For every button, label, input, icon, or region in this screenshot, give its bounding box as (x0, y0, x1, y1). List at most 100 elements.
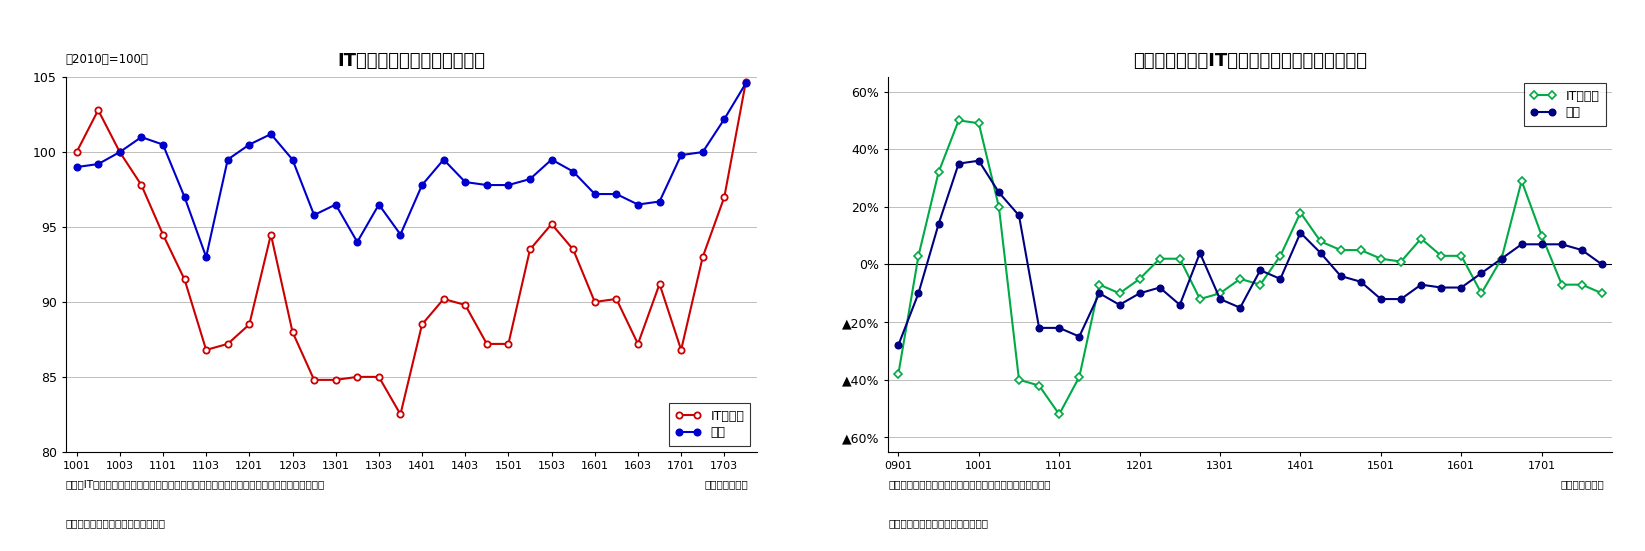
IT関連財 (67, 149, 87, 155)
全体 (1351, 278, 1370, 285)
IT関連財 (541, 221, 561, 228)
IT関連財 (174, 276, 194, 283)
IT関連財 (650, 280, 670, 287)
全体 (1451, 284, 1471, 291)
IT関連財 (456, 301, 475, 308)
全体 (520, 176, 540, 182)
IT関連財 (520, 246, 540, 253)
全体 (650, 198, 670, 205)
全体 (1110, 301, 1130, 308)
全体 (434, 156, 454, 163)
全体 (1211, 296, 1230, 302)
IT関連財 (1551, 282, 1571, 288)
全体 (89, 161, 109, 168)
IT関連財 (1189, 296, 1209, 302)
全体 (456, 179, 475, 185)
全体 (628, 201, 648, 208)
全体 (1512, 241, 1531, 247)
全体 (283, 156, 303, 163)
IT関連財 (1331, 247, 1351, 253)
IT関連財 (929, 169, 949, 176)
Text: （資料）経済産業省「鉱工業指数」: （資料）経済産業省「鉱工業指数」 (888, 518, 989, 528)
IT関連財 (1030, 382, 1050, 389)
IT関連財 (1451, 252, 1471, 259)
IT関連財 (1230, 276, 1250, 282)
IT関連財 (628, 341, 648, 347)
IT関連財 (1050, 411, 1069, 418)
IT関連財 (1170, 256, 1189, 262)
IT関連財 (607, 296, 627, 302)
全体 (217, 156, 237, 163)
IT関連財 (563, 246, 582, 253)
全体 (949, 160, 969, 167)
IT関連財 (1411, 235, 1431, 242)
IT関連財 (1531, 233, 1551, 239)
IT関連財 (1311, 238, 1331, 245)
IT関連財 (240, 321, 260, 328)
IT関連財 (1291, 209, 1311, 216)
IT関連財 (498, 341, 518, 347)
IT関連財 (413, 321, 433, 328)
IT関連財 (1069, 374, 1089, 380)
全体 (1189, 250, 1209, 256)
Title: 急速に悪化したIT関連財の出荷・在庫バランス: 急速に悪化したIT関連財の出荷・在庫バランス (1133, 52, 1367, 70)
Line: 全体: 全体 (895, 158, 1606, 348)
IT関連財 (1370, 256, 1390, 262)
全体 (989, 189, 1008, 196)
Legend: IT関連財, 全体: IT関連財, 全体 (1525, 83, 1606, 126)
Text: （2010年=100）: （2010年=100） (66, 53, 148, 66)
IT関連財 (1431, 252, 1451, 259)
IT関連財 (110, 149, 130, 155)
IT関連財 (1150, 256, 1170, 262)
IT関連財 (1512, 177, 1531, 184)
IT関連財 (1211, 290, 1230, 296)
IT関連財 (196, 347, 215, 353)
全体 (347, 239, 367, 245)
全体 (1150, 284, 1170, 291)
全体 (1050, 325, 1069, 331)
全体 (1573, 247, 1592, 253)
全体 (413, 182, 433, 188)
Title: IT関連財の増産ペースは鱈化: IT関連財の増産ペースは鱈化 (337, 52, 485, 70)
IT関連財 (989, 203, 1008, 210)
IT関連財 (153, 231, 173, 238)
全体 (498, 182, 518, 188)
IT関連財 (89, 107, 109, 114)
IT関連財 (1592, 290, 1612, 296)
IT関連財 (434, 296, 454, 302)
全体 (1270, 276, 1290, 282)
全体 (1411, 282, 1431, 288)
IT関連財 (1351, 247, 1370, 253)
IT関連財 (969, 120, 989, 127)
Text: （年・四半期）: （年・四半期） (704, 479, 748, 489)
全体 (110, 149, 130, 155)
Text: （注）出荷・在庫バランス＝出荷・前年比－在庫・前年比: （注）出荷・在庫バランス＝出荷・前年比－在庫・前年比 (888, 479, 1051, 489)
全体 (326, 201, 345, 208)
全体 (888, 342, 908, 348)
IT関連財 (1008, 376, 1028, 383)
全体 (1392, 296, 1411, 302)
IT関連財 (326, 376, 345, 383)
全体 (671, 152, 691, 158)
全体 (153, 141, 173, 148)
IT関連財 (368, 374, 388, 380)
全体 (969, 158, 989, 164)
全体 (240, 141, 260, 148)
全体 (607, 191, 627, 197)
全体 (908, 290, 928, 296)
全体 (1370, 296, 1390, 302)
IT関連財 (477, 341, 497, 347)
IT関連財 (1110, 290, 1130, 296)
IT関連財 (1492, 256, 1512, 262)
IT関連財 (304, 376, 324, 383)
Line: IT関連財: IT関連財 (74, 78, 748, 418)
IT関連財 (217, 341, 237, 347)
Text: （年・四半期）: （年・四半期） (1559, 479, 1604, 489)
全体 (304, 212, 324, 218)
全体 (1008, 212, 1028, 219)
全体 (1130, 290, 1150, 296)
全体 (1030, 325, 1050, 331)
IT関連財 (283, 328, 303, 335)
全体 (1592, 261, 1612, 268)
全体 (1170, 301, 1189, 308)
